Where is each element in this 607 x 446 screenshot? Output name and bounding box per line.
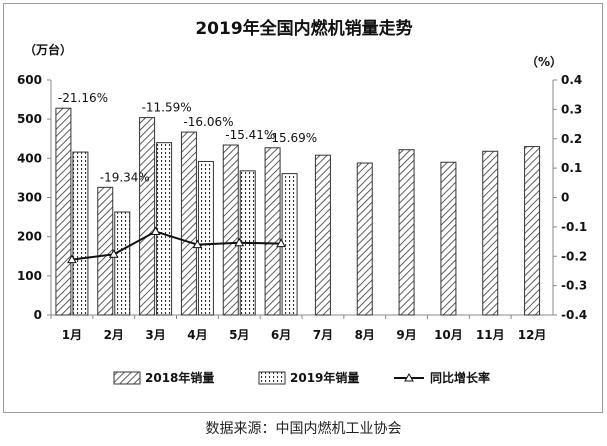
bar-2018 xyxy=(482,150,499,316)
legend-label-2019: 2019年销量 xyxy=(290,370,359,385)
legend-label-2018: 2018年销量 xyxy=(145,370,214,385)
legend: 2018年销量 2019年销量 同比增长率 xyxy=(113,370,490,385)
growth-data-label: -15.41% xyxy=(225,128,275,142)
x-tick-label: 5月 xyxy=(229,328,249,342)
y-tick-label: 400 xyxy=(17,151,42,165)
chart-frame: 2019年全国内燃机销量走势 （万台） （%） 0 100 200 300 400 500… xyxy=(3,3,603,413)
x-tick-label: 11月 xyxy=(476,328,505,342)
y2-tick-label: 0.4 xyxy=(561,73,582,87)
growth-data-label: -11.59% xyxy=(142,101,192,115)
y-tick-label: 0 xyxy=(34,308,42,322)
growth-point xyxy=(234,237,245,247)
growth-point xyxy=(108,249,119,258)
bar-2018 xyxy=(139,117,156,316)
y2-tick-label: -0.4 xyxy=(561,308,587,322)
bar-2018 xyxy=(314,154,331,316)
bar-2019 xyxy=(156,142,173,316)
growth-point xyxy=(276,238,286,248)
y-tick-label: 100 xyxy=(17,269,42,283)
x-tick-label: 3月 xyxy=(145,328,165,342)
bar-2018 xyxy=(440,161,457,316)
y2-tick-label: 0.2 xyxy=(561,132,582,146)
legend-label-growth: 同比增长率 xyxy=(430,370,490,385)
y-tick-label: 200 xyxy=(17,230,42,244)
y-tick-label: 600 xyxy=(17,73,42,87)
bar-2018 xyxy=(356,162,373,316)
growth-point xyxy=(192,239,203,249)
bar-2018 xyxy=(180,131,197,316)
bar-2019 xyxy=(197,160,214,316)
growth-data-label: -19.34% xyxy=(100,170,150,184)
legend-marker-growth xyxy=(404,372,414,382)
bar-2019 xyxy=(72,151,89,316)
growth-data-label: -15.69% xyxy=(267,131,317,145)
sales-chart: 2019年全国内燃机销量走势 （万台） （%） 0 100 200 300 400 500… xyxy=(17,18,587,385)
y2-tick-label: 0.1 xyxy=(561,161,582,175)
growth-data-label: -21.16% xyxy=(58,91,108,105)
bar-2018 xyxy=(264,147,281,316)
x-tick-label: 8月 xyxy=(355,328,375,342)
y2-tick-label: -0.3 xyxy=(561,279,587,293)
bar-2018 xyxy=(222,144,239,316)
growth-data-label: -16.06% xyxy=(183,115,233,129)
y-axis-label: （万台） xyxy=(24,42,72,57)
growth-line xyxy=(71,230,282,261)
chart-title: 2019年全国内燃机销量走势 xyxy=(195,18,412,39)
y-tick-label: 500 xyxy=(17,112,42,126)
bar-2018 xyxy=(398,149,415,316)
bar-2018 xyxy=(97,186,114,316)
y2-tick-label: -0.1 xyxy=(561,220,587,234)
y2-axis-label: （%） xyxy=(526,54,562,69)
x-tick-label: 12月 xyxy=(518,328,547,342)
y2-tick-label: -0.2 xyxy=(561,249,587,263)
growth-point xyxy=(67,254,77,264)
x-tick-label: 7月 xyxy=(313,328,333,342)
x-tick-label: 1月 xyxy=(62,328,82,342)
legend-swatch-2018 xyxy=(113,371,141,385)
y2-tick-label: 0.3 xyxy=(561,102,582,116)
legend-swatch-2019 xyxy=(258,371,286,385)
x-tick-label: 4月 xyxy=(187,328,207,342)
bar-2018 xyxy=(55,107,72,316)
bar-2019 xyxy=(114,211,131,316)
growth-point xyxy=(150,226,161,236)
y-tick-label: 300 xyxy=(17,191,42,205)
y2-tick-label: 0 xyxy=(561,191,569,205)
x-tick-label: 6月 xyxy=(271,328,291,342)
x-tick-label: 2月 xyxy=(104,328,124,342)
source-note: 数据来源：中国内燃机工业协会 xyxy=(205,421,402,437)
plot-area: 0 100 200 300 400 500 600 0.4 0.3 0.2 0.1 0 -0.1 -0.2… xyxy=(17,73,587,342)
x-tick-label: 10月 xyxy=(434,328,463,342)
x-tick-label: 9月 xyxy=(396,328,416,342)
bar-2018 xyxy=(524,146,541,316)
